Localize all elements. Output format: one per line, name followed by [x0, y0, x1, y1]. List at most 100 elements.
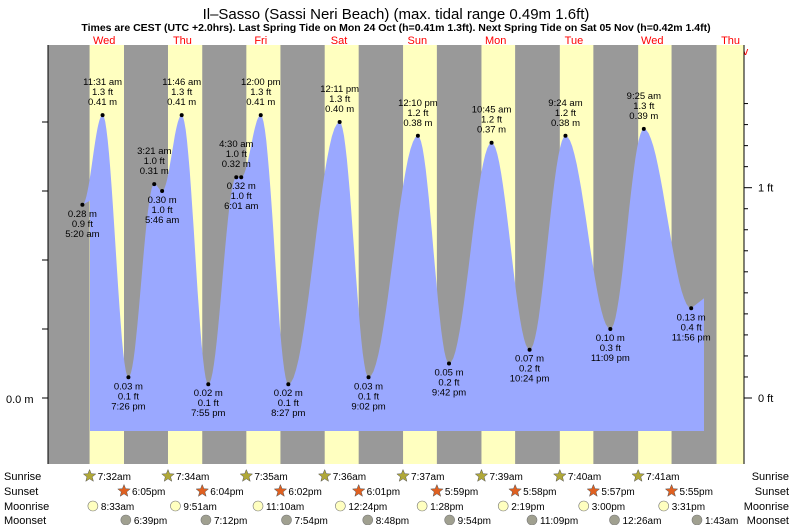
row-time: 6:04pm: [210, 487, 243, 498]
row-time: 7:32am: [98, 472, 131, 483]
tide-label: 0.13 m: [677, 312, 706, 323]
row-time: 11:10am: [266, 502, 304, 513]
chart-title: Il–Sasso (Sassi Neri Beach) (max. tidal …: [203, 6, 590, 23]
star-icon: [351, 483, 366, 497]
tide-label: 12:00 pm: [241, 77, 281, 88]
star-icon: [317, 468, 332, 482]
row-label-left: Moonset: [4, 515, 46, 525]
star-icon: [664, 483, 679, 497]
row-time: 9:51am: [183, 502, 216, 513]
moon-set-icon: [362, 514, 374, 525]
tide-label: 1.3 ft: [171, 87, 192, 98]
tide-label: 0.3 ft: [600, 343, 621, 354]
tide-label: 9:42 pm: [432, 388, 466, 399]
tide-label: 12:10 pm: [398, 98, 438, 109]
star-icon: [195, 483, 210, 497]
tide-label: 0.32 m: [222, 159, 251, 170]
moon-rise-icon: [87, 500, 99, 512]
tide-label: 0.1 ft: [358, 391, 379, 402]
tide-label: 11:31 am: [83, 77, 122, 88]
sun-moon-rows: Sunrise Sunrise 7:32am 7:34am 7:35am 7:36am 7:…: [4, 468, 789, 525]
star-icon: [396, 468, 410, 482]
tide-label: 1.0 ft: [152, 205, 173, 216]
tide-label: 0.2 ft: [519, 364, 540, 375]
day-header-dow: Wed: [93, 35, 115, 47]
row-label-right: Moonset: [747, 515, 789, 525]
tide-point: [286, 382, 291, 387]
day-header-dow: Wed: [641, 35, 663, 47]
tide-point: [689, 306, 694, 311]
tide-label: 1.2 ft: [407, 108, 428, 119]
tide-label: 3:21 am: [137, 146, 171, 157]
star-icon: [474, 468, 489, 482]
row-time: 11:09pm: [540, 516, 578, 525]
tide-label: 0.1 ft: [278, 398, 299, 409]
daylight-band: [716, 45, 744, 464]
tide-label: 1.3 ft: [633, 101, 654, 112]
moon-set-icon: [691, 514, 703, 525]
star-icon: [117, 483, 131, 497]
tide-label: 0.37 m: [477, 125, 506, 136]
tide-label: 11:46 am: [162, 77, 201, 88]
star-icon: [631, 468, 645, 482]
tide-label: 1.3 ft: [329, 94, 350, 105]
tide-label: 0.40 m: [325, 104, 354, 115]
tide-point: [337, 120, 342, 124]
tide-point: [179, 113, 184, 118]
tide-label: 6:01 am: [224, 201, 258, 212]
day-header-dow: Thu: [721, 35, 740, 47]
row-time: 12:26am: [623, 516, 662, 525]
row-time: 7:40am: [568, 472, 601, 483]
day-header-dow: Mon: [485, 35, 506, 47]
row-label-left: Sunset: [4, 486, 38, 498]
tide-point: [527, 347, 532, 352]
moon-set-icon: [200, 514, 212, 525]
tide-label: 12:11 pm: [320, 84, 359, 95]
moon-set-icon: [444, 514, 455, 525]
tide-label: 10:45 am: [472, 105, 512, 116]
star-icon: [82, 468, 97, 482]
tide-label: 9:24 am: [548, 98, 582, 109]
tide-label: 11:56 pm: [672, 332, 711, 343]
tide-point: [446, 361, 451, 366]
tide-label: 0.41 m: [88, 97, 117, 108]
tide-point: [415, 133, 420, 138]
day-header-dow: Sat: [331, 35, 348, 47]
tide-label: 7:55 pm: [191, 408, 225, 419]
moon-rise-icon: [170, 500, 181, 512]
row-time: 6:01pm: [367, 487, 400, 498]
star-icon: [430, 483, 444, 497]
tide-point: [366, 375, 371, 380]
tide-point: [206, 382, 211, 387]
tide-label: 0.03 m: [354, 381, 383, 392]
tide-height-area: [82, 115, 704, 431]
tide-label: 5:46 am: [145, 215, 179, 226]
tide-label: 7:26 pm: [111, 401, 145, 412]
tide-label: 0.02 m: [274, 388, 303, 399]
row-time: 1:28pm: [430, 502, 463, 513]
tide-label: 0.1 ft: [198, 398, 219, 409]
moon-set-icon: [526, 514, 538, 525]
moon-rise-icon: [252, 500, 264, 512]
tide-label: 0.10 m: [596, 333, 625, 344]
row-time: 3:31pm: [672, 502, 705, 513]
tide-label: 0.1 ft: [118, 391, 139, 402]
row-time: 3:00pm: [592, 502, 625, 513]
tide-label: 0.07 m: [515, 354, 544, 365]
day-header-dow: Sun: [408, 35, 428, 47]
tide-label: 10:24 pm: [510, 374, 550, 385]
tide-label: 0.28 m: [68, 209, 97, 220]
row-time: 12:24pm: [348, 502, 387, 513]
tide-point: [641, 126, 646, 131]
row-time: 1:43am: [705, 516, 738, 525]
right-axis-ticks: 1 ft 0 ft: [744, 103, 773, 405]
row-label-left: Sunrise: [4, 471, 41, 483]
tide-label: 1.0 ft: [144, 156, 165, 167]
tide-point: [258, 113, 263, 118]
row-time: 9:54pm: [458, 516, 491, 525]
row-time: 6:02pm: [288, 487, 321, 498]
tide-label: 0.41 m: [246, 97, 275, 108]
row-time: 7:37am: [411, 472, 444, 483]
row-time: 6:05pm: [132, 487, 165, 498]
